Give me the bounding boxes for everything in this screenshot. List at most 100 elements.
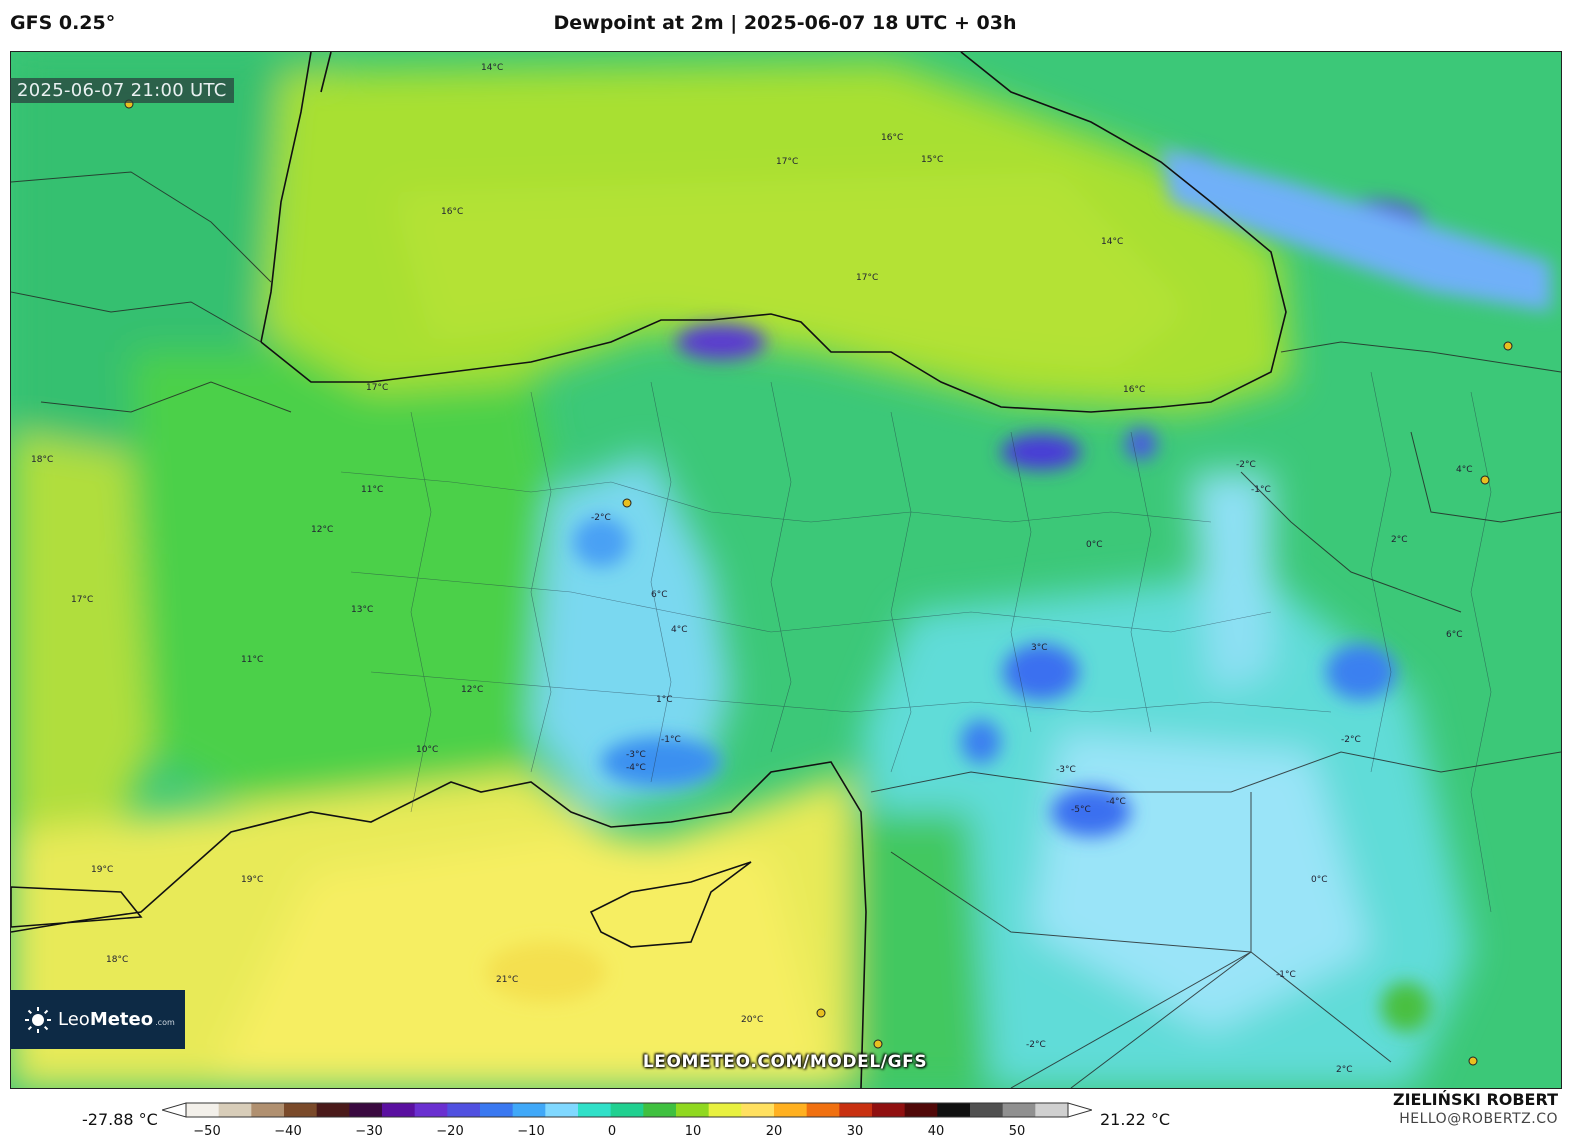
contour-label: -1°C (1251, 485, 1271, 495)
contour-label: -3°C (626, 750, 646, 760)
contour-label: -4°C (626, 763, 646, 773)
colorbar-min: -27.88 °C (82, 1110, 158, 1129)
contour-label: 0°C (1311, 875, 1328, 885)
city-marker (1503, 341, 1513, 351)
colorbar-cell (186, 1103, 220, 1117)
contour-label: 17°C (776, 157, 798, 167)
dewpoint-map: 14°C 16°C 15°C 17°C 16°C 14°C 17°C 16°C … (10, 51, 1562, 1089)
colorbar-tick-label: −10 (517, 1124, 545, 1139)
colorbar-cell (937, 1103, 971, 1117)
contour-label: 16°C (1123, 385, 1145, 395)
colorbar-tick-label: 50 (1008, 1124, 1026, 1139)
colorbar-cell (578, 1103, 612, 1117)
contour-label: 18°C (106, 955, 128, 965)
contour-label: 12°C (461, 685, 483, 695)
colorbar-max: 21.22 °C (1100, 1110, 1171, 1129)
contour-label: 14°C (481, 63, 503, 73)
model-name: GFS 0.25° (10, 12, 116, 34)
colorbar-cell (806, 1103, 840, 1117)
colorbar-cell (839, 1103, 873, 1117)
colorbar-cell (741, 1103, 775, 1117)
author-credit: ZIELIŃSKI ROBERT (1392, 1090, 1558, 1109)
contour-label: 4°C (671, 625, 688, 635)
colorbar-right-arrow (1067, 1102, 1092, 1118)
contour-label: 4°C (1456, 465, 1473, 475)
coastline (11, 52, 1287, 1088)
contour-label: 20°C (741, 1015, 763, 1025)
colorbar-tick-label: 10 (684, 1124, 702, 1139)
colorbar-cell (708, 1103, 742, 1117)
contour-label: 16°C (441, 207, 463, 217)
colorbar-cell (251, 1103, 285, 1117)
contour-label: 15°C (921, 155, 943, 165)
colorbar-tick-label: −20 (436, 1124, 464, 1139)
colorbar-tick-label: 0 (607, 1124, 617, 1139)
colorbar-cell (676, 1103, 710, 1117)
colorbar-cell (643, 1103, 677, 1117)
colorbar-tick-label: −50 (193, 1124, 221, 1139)
contour-label: 2°C (1336, 1065, 1353, 1075)
colorbar-cell (284, 1103, 318, 1117)
contour-label: -3°C (1056, 765, 1076, 775)
colorbar-tick-label: 30 (846, 1124, 864, 1139)
colorbar-tick-label: −30 (355, 1124, 383, 1139)
city-marker (1468, 1056, 1478, 1066)
colorbar-cell (545, 1103, 579, 1117)
city-marker (1480, 475, 1490, 485)
colorbar-tick-label: 40 (927, 1124, 945, 1139)
contour-label: -2°C (1236, 460, 1256, 470)
colorbar-cell (1035, 1103, 1069, 1117)
contour-label: 12°C (311, 525, 333, 535)
colorbar-cell (512, 1103, 546, 1117)
contour-label: 17°C (71, 595, 93, 605)
contour-label: 14°C (1101, 237, 1123, 247)
city-marker (873, 1039, 883, 1049)
contour-label: 16°C (881, 133, 903, 143)
contour-label: -1°C (661, 735, 681, 745)
contour-label: 18°C (31, 455, 53, 465)
source-url: LEOMETEO.COM/MODEL/GFS (642, 1052, 928, 1072)
province-lines (340, 371, 1492, 913)
colorbar-cell (970, 1103, 1004, 1117)
contour-label: 3°C (1031, 643, 1048, 653)
contour-label: 10°C (416, 745, 438, 755)
colorbar (162, 1102, 1092, 1118)
colorbar-cell (414, 1103, 448, 1117)
contour-label: 11°C (361, 485, 383, 495)
contour-label: 21°C (496, 975, 518, 985)
colorbar-cell (872, 1103, 906, 1117)
contour-label: 0°C (1086, 540, 1103, 550)
map-title: Dewpoint at 2m | 2025-06-07 18 UTC + 03h (553, 12, 1017, 34)
contour-label: 11°C (241, 655, 263, 665)
colorbar-cell (382, 1103, 416, 1117)
contour-labels: 14°C 16°C 15°C 17°C 16°C 14°C 17°C 16°C … (31, 63, 1473, 1075)
borders (11, 171, 1561, 1088)
map-canvas: 14°C 16°C 15°C 17°C 16°C 14°C 17°C 16°C … (11, 52, 1561, 1088)
colorbar-cell (774, 1103, 808, 1117)
contour-label: 6°C (1446, 630, 1463, 640)
contour-label: 17°C (366, 383, 388, 393)
colorbar-cell (610, 1103, 644, 1117)
contour-label: 19°C (241, 875, 263, 885)
contour-label: -2°C (1341, 735, 1361, 745)
colorbar-tick-label: 20 (765, 1124, 783, 1139)
contour-label: -4°C (1106, 797, 1126, 807)
contour-label: -1°C (1276, 970, 1296, 980)
contour-label: 19°C (91, 865, 113, 875)
colorbar-cell (447, 1103, 481, 1117)
logo-text: LeoMeteo (58, 1009, 154, 1030)
colorbar-cell (349, 1103, 383, 1117)
leometeo-logo: LeoMeteo .com (10, 990, 185, 1049)
contour-label: -5°C (1071, 805, 1091, 815)
contour-label: 17°C (856, 273, 878, 283)
logo-domain: .com (155, 1018, 175, 1027)
valid-time-badge: 2025-06-07 21:00 UTC (10, 78, 234, 103)
colorbar-cell (480, 1103, 514, 1117)
contour-label: 13°C (351, 605, 373, 615)
contour-label: 1°C (656, 695, 673, 705)
colorbar-cell (316, 1103, 350, 1117)
city-marker (816, 1008, 826, 1018)
author-email: HELLO@ROBERTZ.CO (1399, 1111, 1558, 1127)
colorbar-cell (1002, 1103, 1036, 1117)
contour-label: 2°C (1391, 535, 1408, 545)
